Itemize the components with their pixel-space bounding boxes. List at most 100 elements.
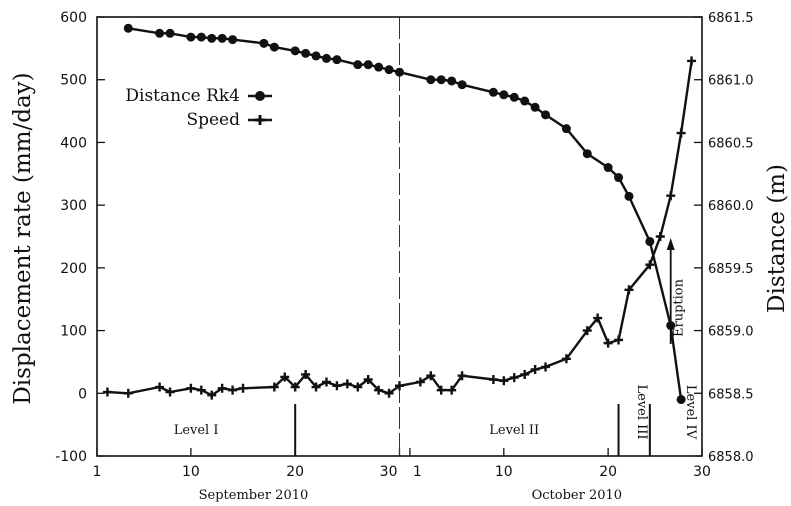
- distance-point: [384, 65, 394, 75]
- speed-point: [541, 362, 551, 372]
- distance-point: [645, 237, 655, 247]
- distance-point: [353, 60, 363, 70]
- level-2-label: Level II: [489, 423, 539, 438]
- speed-point: [363, 374, 373, 384]
- legend-marker-speed: [255, 115, 265, 125]
- y-right-tick-label: 6859.0: [708, 325, 754, 340]
- speed-point: [301, 369, 311, 379]
- y-right-tick-label: 6860.0: [708, 199, 754, 214]
- speed-point: [457, 371, 467, 381]
- distance-point: [290, 46, 300, 56]
- speed-point: [217, 383, 227, 393]
- month-label-september: September 2010: [199, 488, 309, 503]
- distance-point: [269, 42, 279, 52]
- speed-point: [165, 387, 175, 397]
- speed-point: [342, 379, 352, 389]
- speed-point: [280, 372, 290, 382]
- y-axis-right-title: Distance (m): [764, 164, 790, 313]
- y-right-tick-label: 6858.5: [708, 387, 754, 402]
- speed-point: [311, 382, 321, 392]
- eruption-arrow-head: [666, 238, 675, 250]
- x-tick-label: 30: [693, 464, 711, 480]
- series-line-distance: [128, 27, 683, 400]
- distance-point: [676, 395, 686, 405]
- speed-point: [666, 191, 676, 201]
- speed-point: [332, 381, 342, 391]
- speed-point: [509, 373, 519, 383]
- speed-point: [593, 313, 603, 323]
- distance-point: [186, 32, 196, 42]
- y-right-tick-label: 6858.0: [708, 450, 754, 465]
- level-1-label: Level I: [174, 423, 219, 438]
- speed-point: [436, 385, 446, 395]
- distance-point: [395, 67, 404, 77]
- legend-label-speed: Speed: [186, 110, 240, 130]
- distance-point: [217, 33, 227, 43]
- distance-point: [666, 321, 676, 331]
- y-left-tick-label: 100: [60, 324, 87, 340]
- distance-point: [624, 191, 634, 201]
- speed-point: [186, 383, 196, 393]
- distance-point: [603, 163, 613, 173]
- speed-point: [676, 128, 686, 138]
- distance-point: [530, 102, 540, 112]
- distance-point: [321, 53, 331, 63]
- distance-point: [426, 75, 436, 85]
- speed-point: [561, 354, 571, 364]
- y-right-tick-label: 6861.5: [708, 11, 754, 26]
- speed-point: [603, 338, 613, 348]
- distance-point: [509, 92, 519, 102]
- speed-point: [196, 385, 206, 395]
- speed-point: [374, 385, 384, 395]
- x-tick-label: 20: [286, 464, 304, 480]
- speed-point: [645, 260, 655, 270]
- distance-point: [582, 149, 592, 159]
- speed-point: [228, 385, 238, 395]
- speed-point: [447, 385, 457, 395]
- legend-label-distance: Distance Rk4: [125, 86, 240, 106]
- distance-point: [165, 28, 175, 38]
- x-tick-label: 10: [495, 464, 513, 480]
- month-label-october: October 2010: [532, 488, 622, 503]
- speed-point: [488, 374, 498, 384]
- speed-point: [269, 382, 279, 392]
- speed-point: [353, 382, 363, 392]
- x-tick-label: 10: [182, 464, 200, 480]
- level-4-label: Level IV: [683, 385, 698, 440]
- speed-point: [384, 388, 394, 398]
- y-left-tick-label: -100: [55, 449, 87, 465]
- y-left-tick-label: 0: [78, 386, 87, 402]
- distance-point: [196, 32, 206, 42]
- y-left-tick-label: 600: [60, 10, 87, 26]
- speed-point: [290, 382, 300, 392]
- distance-point: [614, 173, 624, 183]
- legend-marker-distance: [255, 91, 265, 101]
- y-right-tick-label: 6860.5: [708, 136, 754, 151]
- x-tick-label: 20: [599, 464, 617, 480]
- y-axis-left-title: Displacement rate (mm/day): [10, 72, 36, 404]
- chart-marks: [102, 23, 697, 405]
- y-left-tick-label: 300: [60, 198, 87, 214]
- speed-point: [582, 326, 592, 336]
- speed-point: [426, 371, 436, 381]
- y-left-tick-label: 500: [60, 73, 87, 89]
- speed-point: [530, 364, 540, 374]
- distance-point: [541, 110, 551, 120]
- distance-point: [520, 96, 530, 106]
- y-left-tick-label: 200: [60, 261, 87, 277]
- eruption-label: Eruption: [672, 278, 687, 337]
- level-3-label: Level III: [634, 384, 649, 439]
- distance-point: [259, 38, 269, 48]
- speed-point: [155, 382, 165, 392]
- speed-point: [207, 390, 217, 400]
- speed-point: [395, 381, 404, 391]
- distance-point: [301, 48, 311, 58]
- speed-point: [102, 387, 112, 397]
- chart-labels: -100 0 100 200 300 400 500 600 6858.0 6858.5 6859.…: [10, 10, 790, 503]
- x-tick-label: 1: [93, 464, 102, 480]
- distance-point: [447, 76, 457, 86]
- distance-point: [561, 124, 571, 134]
- speed-point: [238, 383, 248, 393]
